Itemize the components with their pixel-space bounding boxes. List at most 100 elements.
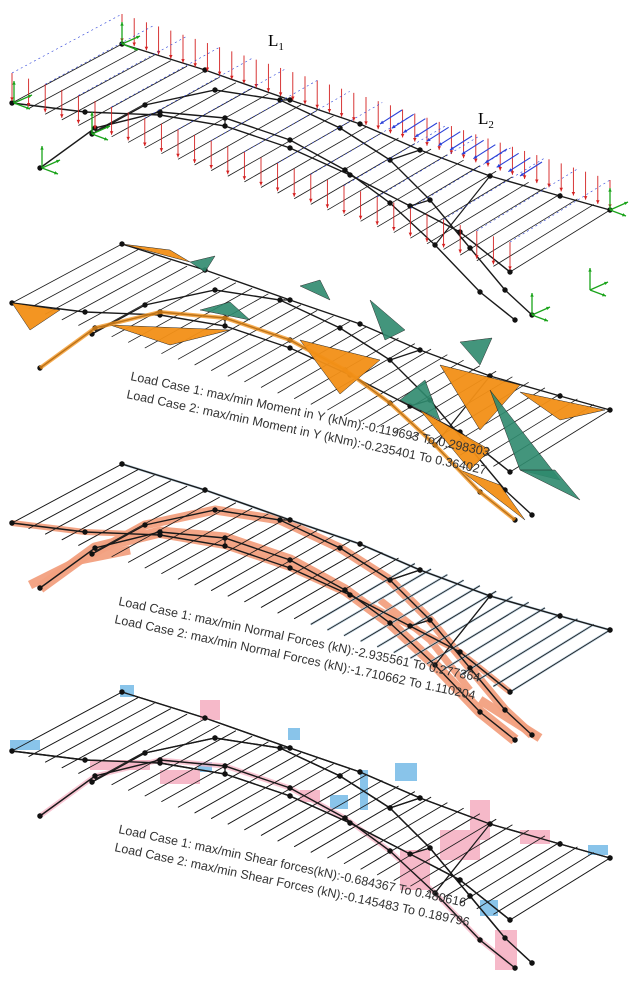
load-case-2-arrow — [519, 161, 543, 177]
deck-beam — [343, 574, 448, 637]
node — [222, 771, 228, 777]
load-label-l1: L1 — [268, 31, 284, 53]
arch-rib — [91, 289, 533, 516]
node — [347, 592, 353, 598]
node — [432, 242, 438, 248]
deck-beam — [310, 791, 416, 853]
load-case-1-arrow-head — [559, 187, 563, 192]
load-case-1-arrow-head — [26, 103, 31, 107]
moment-case-2-area — [459, 337, 493, 366]
node — [357, 321, 363, 327]
deck-beam — [327, 568, 432, 631]
deck-beam — [11, 463, 123, 524]
deck-beam — [194, 752, 302, 814]
load-case-2-arrow-head — [508, 168, 513, 172]
node — [607, 855, 613, 861]
node — [287, 137, 293, 143]
node — [457, 649, 463, 655]
load-case-1-arrow-head — [242, 176, 247, 180]
deck-beam — [128, 502, 237, 563]
deck-beam — [443, 835, 546, 898]
node — [287, 785, 293, 791]
load-case-1-arrow-head — [327, 108, 332, 113]
load-case-2-arrow — [461, 139, 484, 155]
moment-case-1-area — [109, 324, 231, 346]
load-case-2-arrow — [414, 122, 438, 138]
node — [487, 173, 493, 179]
node — [387, 200, 393, 206]
load-case-1-arrow-head — [486, 162, 490, 167]
load-case-2-arrow-head — [520, 172, 524, 176]
node — [417, 795, 423, 801]
deck-beam — [194, 524, 302, 586]
moment-case-1-area — [459, 469, 526, 521]
panel-applied-loads — [9, 13, 629, 323]
deck-beam — [11, 691, 123, 752]
deck-beam — [45, 54, 155, 115]
load-case-2-arrow — [449, 135, 473, 151]
node — [507, 689, 513, 695]
deck-beam — [443, 607, 546, 670]
load-case-1-arrow-head — [309, 198, 313, 203]
node — [557, 393, 563, 399]
node — [287, 345, 293, 351]
shear-case-2-block — [330, 795, 348, 809]
node — [417, 147, 423, 153]
node — [277, 517, 283, 523]
arch-rib — [91, 89, 533, 316]
node — [119, 689, 125, 695]
load-case-1-arrow-head — [449, 150, 454, 155]
support-axis-x-head — [136, 35, 140, 40]
deck-beam — [277, 132, 383, 194]
brace — [409, 199, 431, 207]
load-case-1-arrow-head — [193, 63, 197, 67]
panel-normal-force-diagram — [9, 461, 613, 745]
node — [557, 613, 563, 619]
deck-beam — [94, 71, 204, 132]
node — [357, 769, 363, 775]
shear-case-2-block — [360, 770, 368, 810]
load-label-l2-letter: L — [478, 109, 488, 128]
node — [427, 845, 433, 851]
load-case-1-arrow-head — [474, 158, 478, 163]
load-case-1-arrow-head — [583, 196, 588, 200]
support-axis-y-head — [134, 47, 138, 51]
node — [82, 109, 88, 115]
load-label-l2: L2 — [478, 109, 494, 131]
load-case-2-arrow-head — [485, 159, 489, 163]
node — [502, 935, 508, 941]
load-case-1-arrow-head — [132, 42, 136, 47]
deck-beam — [45, 702, 155, 763]
deck-beam — [11, 243, 123, 304]
deck-beam — [509, 629, 611, 693]
deck-beam — [393, 818, 497, 881]
node — [212, 287, 218, 293]
shear-case-2-block — [10, 740, 40, 750]
shear-case-2-block — [288, 728, 300, 740]
brace — [434, 823, 491, 894]
support-axis-z-head — [12, 81, 16, 85]
deck-beam — [144, 735, 253, 797]
deck-beam — [111, 76, 220, 138]
support-axis-x-head — [56, 159, 60, 164]
brace — [389, 349, 421, 361]
deck-beam — [360, 579, 464, 642]
load-label-l1-sub: 1 — [278, 41, 284, 53]
node — [417, 347, 423, 353]
deck-beam — [61, 708, 171, 769]
load-case-1-arrow-head — [60, 114, 64, 118]
node — [512, 965, 518, 971]
moment-case-2-area — [369, 299, 406, 341]
load-case-1-arrow-head — [226, 170, 230, 175]
node — [607, 627, 613, 633]
node — [222, 123, 228, 129]
load-case-1-arrow-head — [475, 255, 479, 259]
load-line — [277, 102, 383, 164]
load-line — [509, 179, 611, 243]
deck-beam — [45, 254, 155, 315]
load-case-2-arrow-head — [391, 124, 396, 129]
deck-beam — [493, 204, 594, 267]
node — [502, 287, 508, 293]
load-case-1-arrow-head — [510, 171, 515, 175]
deck-beam — [476, 618, 578, 682]
